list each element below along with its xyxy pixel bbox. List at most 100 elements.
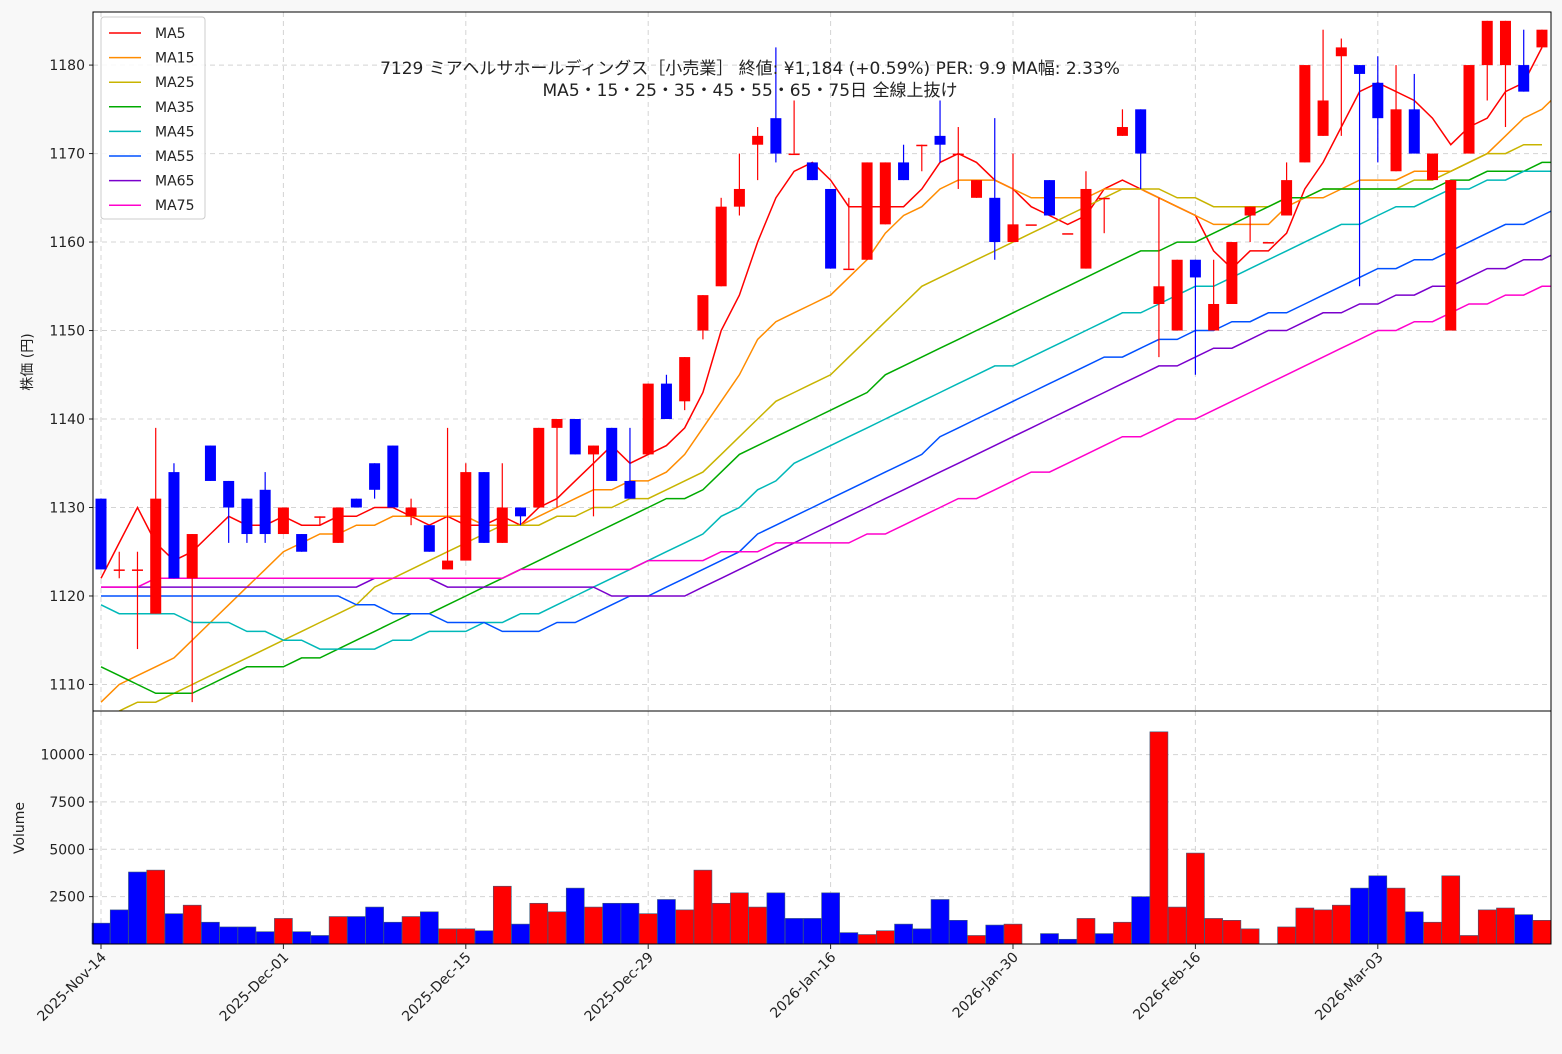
moving-averages bbox=[100, 47, 1551, 711]
volume-bar bbox=[1313, 909, 1333, 945]
legend-label: MA65 bbox=[155, 174, 194, 190]
volume-bar bbox=[1240, 928, 1260, 945]
volume-bar bbox=[584, 906, 603, 945]
volume-bar bbox=[1423, 921, 1442, 945]
volume-bar bbox=[967, 935, 986, 945]
candle-body bbox=[1189, 259, 1201, 278]
volume-bar bbox=[237, 926, 257, 945]
volume-bar bbox=[1040, 933, 1059, 945]
ma-line-ma35 bbox=[100, 161, 1551, 695]
volume-bar bbox=[675, 909, 694, 945]
volume-bar bbox=[803, 918, 822, 945]
volume-bar bbox=[1186, 852, 1205, 945]
candle-body bbox=[770, 118, 782, 154]
volume-bar bbox=[876, 930, 895, 945]
volume-bar bbox=[748, 906, 767, 945]
candle-body bbox=[642, 383, 654, 455]
candle-body bbox=[296, 534, 308, 552]
candle-body bbox=[1007, 224, 1019, 243]
candle-body bbox=[1481, 20, 1493, 66]
candle-body bbox=[1043, 180, 1055, 216]
legend-label: MA5 bbox=[155, 26, 186, 42]
candle-body bbox=[898, 162, 910, 181]
volume-bar bbox=[511, 923, 530, 945]
candle-body bbox=[223, 480, 235, 508]
candle-body bbox=[1116, 127, 1128, 136]
volume-bar bbox=[1386, 887, 1406, 945]
volume-bar bbox=[1332, 904, 1351, 945]
volume-bar bbox=[638, 913, 658, 945]
volume-bar bbox=[438, 928, 457, 945]
price-tick-label: 1130 bbox=[49, 500, 85, 516]
legend-label: MA15 bbox=[155, 51, 194, 67]
candle-body bbox=[1025, 224, 1037, 226]
candle-body bbox=[697, 295, 709, 331]
price-tick-label: 1160 bbox=[49, 235, 85, 251]
candle-body bbox=[715, 206, 727, 287]
candle-body bbox=[1536, 29, 1548, 48]
candle-body bbox=[1262, 242, 1274, 244]
candle-body bbox=[587, 445, 599, 455]
volume-bar bbox=[766, 892, 786, 945]
y-axis-label: 株価 (円) bbox=[20, 333, 36, 390]
candle-body bbox=[733, 188, 745, 207]
candle-body bbox=[1354, 65, 1366, 74]
volume-bar bbox=[1514, 914, 1534, 945]
candle-body bbox=[1281, 180, 1293, 216]
volume-bar bbox=[401, 916, 421, 945]
ma-line-ma75 bbox=[101, 285, 1551, 588]
candle-body bbox=[241, 498, 253, 535]
volume-bar bbox=[1204, 918, 1223, 945]
legend-label: MA45 bbox=[155, 124, 194, 140]
candle-body bbox=[752, 135, 764, 145]
candle-body bbox=[131, 569, 143, 571]
candle-body bbox=[332, 507, 344, 543]
candle-body bbox=[314, 516, 326, 518]
volume-bar bbox=[784, 918, 804, 945]
candle-body bbox=[460, 472, 472, 561]
volume-bar bbox=[547, 911, 567, 945]
candle-body bbox=[971, 180, 983, 198]
legend-box bbox=[100, 16, 206, 220]
volume-bar bbox=[310, 935, 330, 945]
volume-bar bbox=[693, 869, 713, 945]
price-tick-label: 1120 bbox=[49, 589, 85, 605]
volume-bar bbox=[529, 902, 549, 945]
volume-bar bbox=[930, 899, 950, 945]
ma-line-ma45 bbox=[100, 170, 1551, 650]
candle-body bbox=[861, 162, 873, 260]
volume-bar bbox=[1441, 875, 1461, 945]
volume-bar bbox=[1295, 907, 1315, 945]
volume-tick-label: 10000 bbox=[40, 748, 85, 764]
volume-bar bbox=[492, 885, 512, 945]
candle-body bbox=[478, 472, 490, 543]
volume-bar bbox=[1350, 887, 1369, 945]
legend: MA5 MA15 MA25 MA35 MA45 MA55 MA65 MA75 bbox=[100, 16, 206, 220]
price-tick-label: 1150 bbox=[49, 324, 85, 340]
volume-panel: 2500 5000 7500 10000 bbox=[40, 710, 1552, 945]
volume-axis-label: Volume bbox=[12, 802, 28, 854]
volume-bar bbox=[456, 928, 476, 945]
candle-body bbox=[1372, 82, 1384, 119]
volume-bar bbox=[328, 916, 348, 945]
volume-bar bbox=[857, 934, 877, 945]
candle-body bbox=[1518, 65, 1530, 92]
candle-body bbox=[168, 472, 180, 579]
volume-bar bbox=[839, 932, 859, 945]
volume-bar bbox=[1368, 875, 1388, 945]
candle-body bbox=[916, 144, 928, 147]
candle-body bbox=[843, 268, 855, 271]
candle-body bbox=[533, 427, 545, 508]
candle-body bbox=[1299, 65, 1311, 163]
volume-bar bbox=[219, 926, 238, 945]
price-tick-label: 1180 bbox=[49, 58, 85, 74]
candle-body bbox=[150, 498, 162, 614]
volume-bar bbox=[657, 899, 676, 945]
volume-bar bbox=[602, 902, 622, 945]
candle-body bbox=[387, 445, 399, 508]
volume-tick-label: 7500 bbox=[49, 795, 85, 811]
candle-body bbox=[1062, 233, 1074, 235]
chart-title: 7129 ミアヘルサホールディングス［小売業］ 終値: ¥1,184 (+0.5… bbox=[380, 58, 1120, 79]
candle-body bbox=[569, 419, 581, 455]
